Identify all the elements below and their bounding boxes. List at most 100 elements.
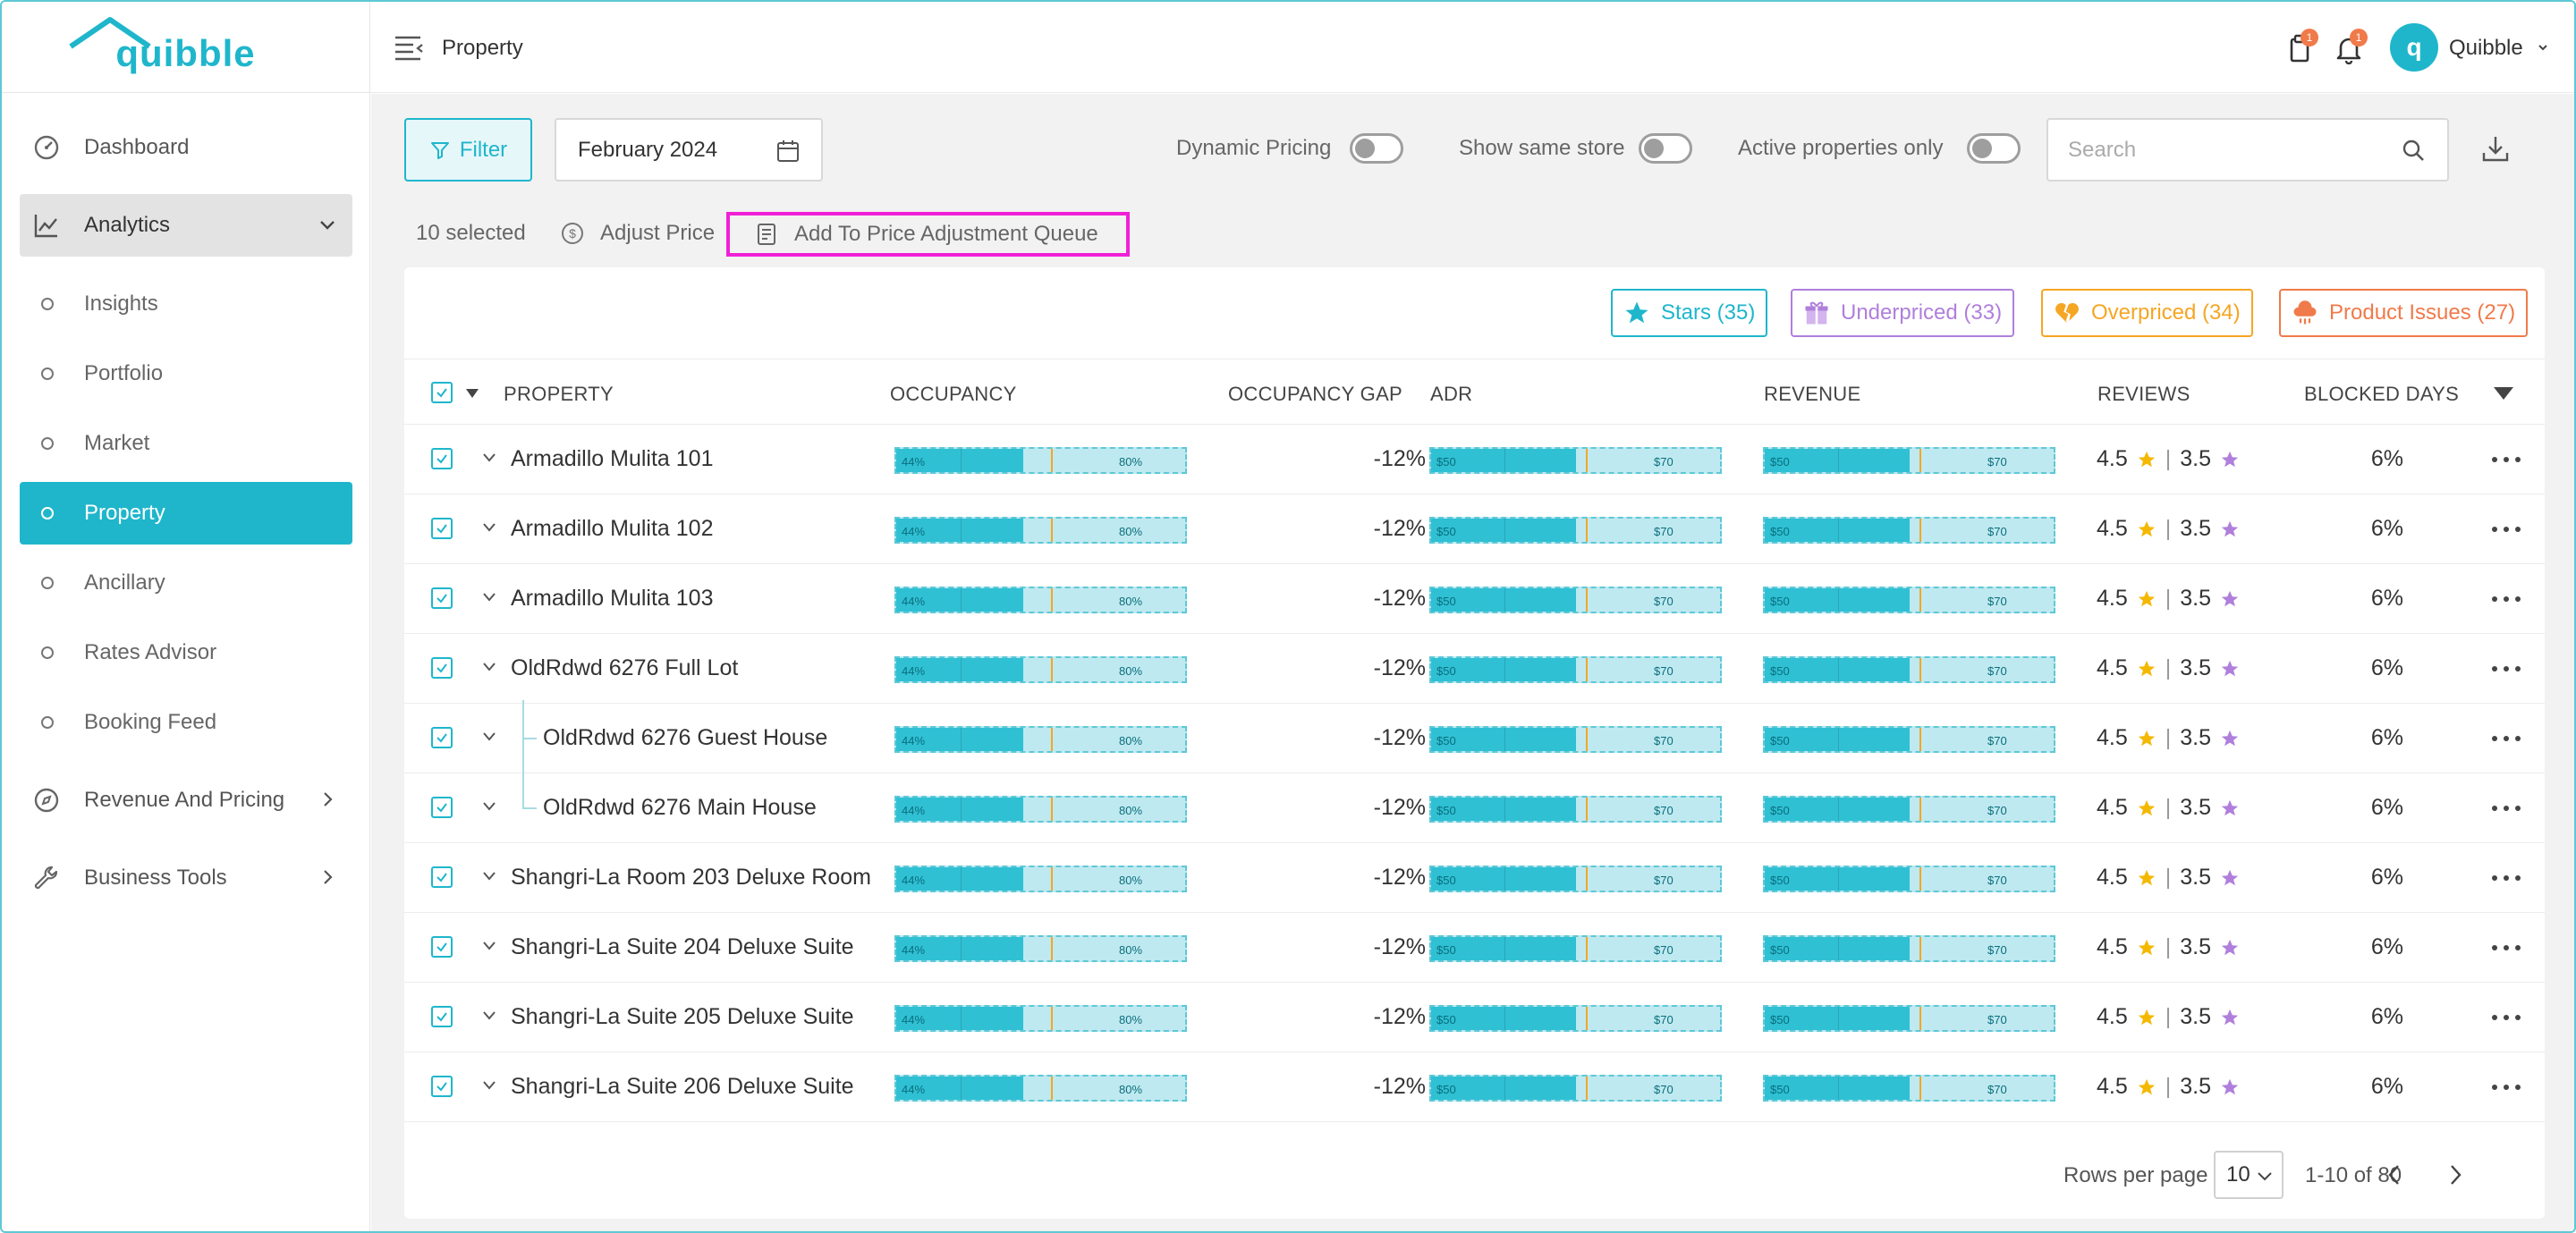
adr-bar-target-marker: [1586, 658, 1588, 681]
table-row[interactable]: Shangri-La Suite 204 Deluxe Suite 44% 80% -…: [404, 913, 2545, 983]
sidebar-item-label: Property: [84, 501, 165, 525]
expand-row-chevron-icon[interactable]: [481, 940, 497, 952]
sidebar-item-dashboard[interactable]: Dashboard: [20, 116, 352, 179]
expand-row-chevron-icon[interactable]: [481, 661, 497, 673]
sidebar-item-portfolio[interactable]: Portfolio: [20, 342, 352, 405]
row-more-options-icon[interactable]: [2492, 875, 2521, 881]
underpriced-filter-pill[interactable]: Underpriced (33): [1791, 289, 2015, 337]
table-row[interactable]: OldRdwd 6276 Main House 44% 80% -12% $50 $70 $…: [404, 739, 2545, 843]
property-name[interactable]: Armadillo Mulita 102: [511, 516, 714, 541]
table-row[interactable]: Shangri-La Room 203 Deluxe Room 44% 80% -12…: [404, 843, 2545, 913]
user-name[interactable]: Quibble: [2449, 36, 2523, 60]
table-row[interactable]: Armadillo Mulita 101 44% 80% -12% $50 $70 $50 $…: [404, 425, 2545, 494]
avatar[interactable]: q: [2390, 23, 2438, 72]
same-store-label: Show same store: [1459, 136, 1625, 160]
search-icon[interactable]: [2401, 138, 2426, 163]
columns-menu-caret-icon[interactable]: [2493, 386, 2514, 401]
product-issues-filter-pill[interactable]: Product Issues (27): [2279, 289, 2529, 337]
stars-filter-pill[interactable]: Stars (35): [1611, 289, 1768, 337]
row-checkbox[interactable]: [431, 1006, 453, 1027]
property-name[interactable]: Shangri-La Room 203 Deluxe Room: [511, 865, 871, 890]
download-icon[interactable]: [2480, 133, 2511, 164]
property-name[interactable]: Shangri-La Suite 204 Deluxe Suite: [511, 934, 854, 959]
row-more-options-icon[interactable]: [2492, 457, 2521, 462]
column-header-occupancy[interactable]: OCCUPANCY: [890, 383, 1017, 405]
sidebar-item-property[interactable]: Property: [20, 482, 352, 545]
logo[interactable]: quibble: [2, 2, 369, 93]
active-only-toggle[interactable]: [1967, 133, 2021, 164]
collapse-menu-icon[interactable]: [394, 34, 424, 61]
property-name[interactable]: Shangri-La Suite 205 Deluxe Suite: [511, 1004, 854, 1029]
adjust-price-button[interactable]: $ Adjust Price: [561, 221, 715, 246]
expand-row-chevron-icon[interactable]: [481, 452, 497, 464]
chevron-down-icon[interactable]: [2537, 41, 2549, 54]
row-more-options-icon[interactable]: [2492, 736, 2521, 741]
sidebar-item-insights[interactable]: Insights: [20, 273, 352, 335]
table-row[interactable]: OldRdwd 6276 Guest House 44% 80% -12% $50 $70…: [404, 700, 2545, 773]
property-name[interactable]: Armadillo Mulita 103: [511, 586, 714, 611]
tasks-button[interactable]: 1: [2286, 29, 2318, 69]
sidebar-item-revenue-and-pricing[interactable]: Revenue And Pricing: [20, 769, 352, 832]
sidebar-item-rates-advisor[interactable]: Rates Advisor: [20, 621, 352, 684]
same-store-toggle[interactable]: [1639, 133, 1692, 164]
row-more-options-icon[interactable]: [2492, 666, 2521, 671]
expand-row-chevron-icon[interactable]: [481, 731, 497, 743]
row-checkbox[interactable]: [431, 866, 453, 888]
column-header-adr[interactable]: ADR: [1430, 383, 1473, 405]
column-header-reviews[interactable]: REVIEWS: [2097, 383, 2190, 405]
occupancy-gap-value: -12%: [1373, 1004, 1426, 1029]
row-checkbox[interactable]: [431, 936, 453, 958]
row-checkbox[interactable]: [431, 797, 453, 818]
search-input[interactable]: [2068, 138, 2390, 163]
row-more-options-icon[interactable]: [2492, 527, 2521, 532]
row-checkbox[interactable]: [431, 727, 453, 748]
sidebar-item-booking-feed[interactable]: Booking Feed: [20, 691, 352, 754]
expand-row-chevron-icon[interactable]: [481, 870, 497, 883]
property-name[interactable]: Armadillo Mulita 101: [511, 446, 714, 471]
row-checkbox[interactable]: [431, 587, 453, 609]
month-picker[interactable]: February 2024: [555, 118, 823, 182]
row-more-options-icon[interactable]: [2492, 945, 2521, 950]
row-checkbox[interactable]: [431, 657, 453, 679]
row-more-options-icon[interactable]: [2492, 596, 2521, 602]
caret-down-icon[interactable]: [465, 388, 479, 399]
expand-row-chevron-icon[interactable]: [481, 1079, 497, 1092]
adr-bar-max: $70: [1654, 595, 1674, 608]
column-header-blocked-days[interactable]: BLOCKED DAYS: [2304, 383, 2460, 405]
column-header-property[interactable]: PROPERTY: [504, 383, 614, 405]
row-checkbox[interactable]: [431, 448, 453, 469]
row-more-options-icon[interactable]: [2492, 806, 2521, 811]
property-name[interactable]: OldRdwd 6276 Guest House: [543, 725, 828, 750]
sidebar-item-business-tools[interactable]: Business Tools: [20, 847, 352, 909]
dynamic-pricing-toggle[interactable]: [1350, 133, 1403, 164]
notifications-button[interactable]: 1: [2335, 29, 2368, 69]
sidebar-item-ancillary[interactable]: Ancillary: [20, 552, 352, 614]
expand-row-chevron-icon[interactable]: [481, 1009, 497, 1022]
filter-button[interactable]: Filter: [404, 118, 532, 182]
row-checkbox[interactable]: [431, 1076, 453, 1097]
expand-row-chevron-icon[interactable]: [481, 591, 497, 604]
table-row[interactable]: Armadillo Mulita 103 44% 80% -12% $50 $70 $50 $…: [404, 564, 2545, 634]
row-more-options-icon[interactable]: [2492, 1085, 2521, 1090]
column-header-occupancy-gap[interactable]: OCCUPANCY GAP: [1228, 383, 1403, 405]
property-name[interactable]: OldRdwd 6276 Full Lot: [511, 655, 739, 680]
add-to-price-adjustment-queue-button[interactable]: Add To Price Adjustment Queue: [726, 212, 1130, 257]
expand-row-chevron-icon[interactable]: [481, 521, 497, 534]
property-name[interactable]: Shangri-La Suite 206 Deluxe Suite: [511, 1074, 854, 1099]
rows-per-page-select[interactable]: 10: [2214, 1151, 2284, 1199]
overpriced-filter-pill[interactable]: Overpriced (34): [2041, 289, 2253, 337]
table-row[interactable]: Shangri-La Suite 205 Deluxe Suite 44% 80% -…: [404, 983, 2545, 1052]
previous-page-icon[interactable]: [2381, 1161, 2408, 1188]
select-all-checkbox[interactable]: [431, 382, 453, 403]
row-checkbox[interactable]: [431, 518, 453, 539]
sidebar-item-analytics[interactable]: Analytics: [20, 194, 352, 257]
row-more-options-icon[interactable]: [2492, 1015, 2521, 1020]
table-row[interactable]: Shangri-La Suite 206 Deluxe Suite 44% 80% -…: [404, 1052, 2545, 1122]
next-page-icon[interactable]: [2442, 1161, 2469, 1188]
column-header-revenue[interactable]: REVENUE: [1764, 383, 1861, 405]
sidebar-item-market[interactable]: Market: [20, 412, 352, 475]
table-row[interactable]: OldRdwd 6276 Full Lot 44% 80% -12% $50 $70 $50…: [404, 634, 2545, 704]
table-row[interactable]: Armadillo Mulita 102 44% 80% -12% $50 $70 $50 $…: [404, 494, 2545, 564]
property-name[interactable]: OldRdwd 6276 Main House: [543, 795, 817, 820]
expand-row-chevron-icon[interactable]: [481, 800, 497, 813]
